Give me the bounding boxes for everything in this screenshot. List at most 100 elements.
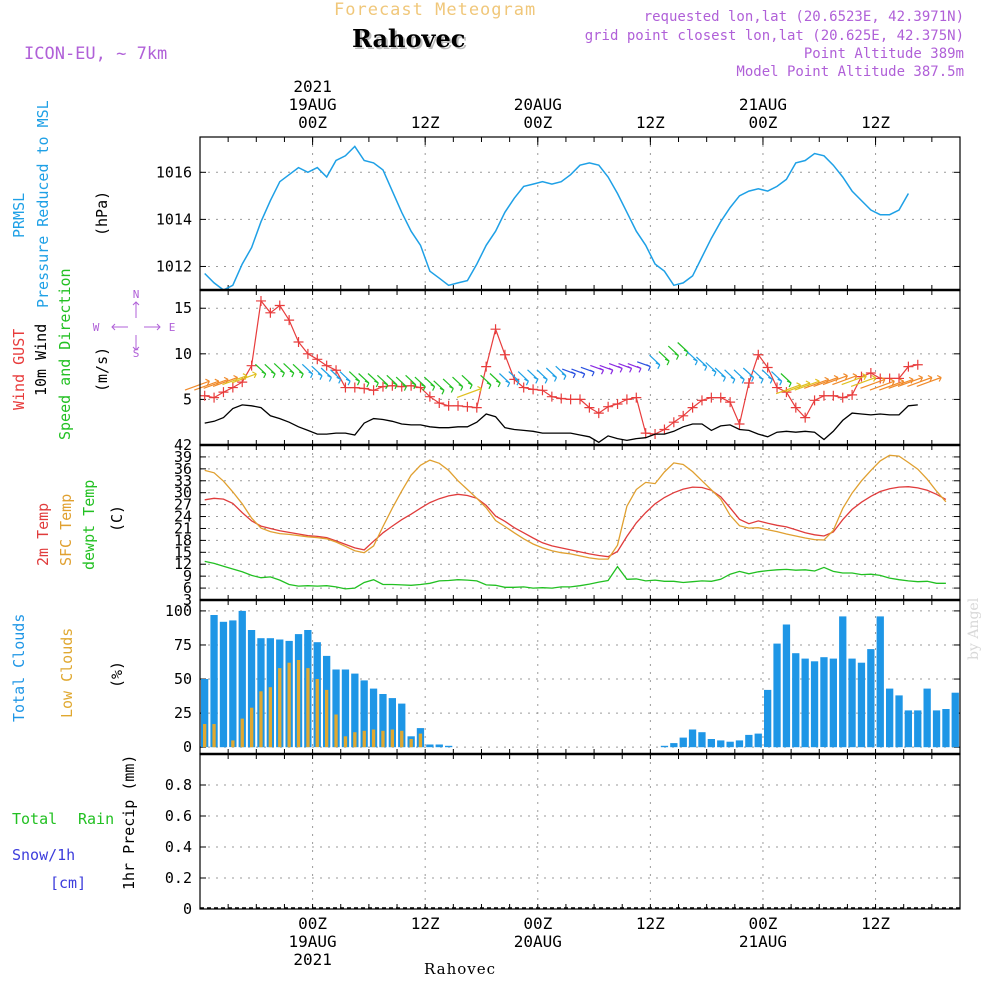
top-time-label: 00Z <box>749 113 778 132</box>
total-cloud-bar <box>717 740 725 748</box>
wind-arrow-head <box>843 373 848 380</box>
total-cloud-bar <box>801 658 809 748</box>
cloud-label-group: Total Clouds <box>10 614 28 722</box>
gust-marker <box>828 390 839 401</box>
wind-direction-arrow <box>358 373 370 384</box>
compass-south: S <box>133 347 140 360</box>
gust-marker <box>725 397 736 408</box>
y-tick-label: 0.4 <box>165 838 192 856</box>
wind-arrow-head <box>327 374 332 382</box>
y-tick-label: 15 <box>174 299 192 317</box>
total-cloud-bar <box>810 661 819 748</box>
total-cloud-bar <box>857 662 866 748</box>
temp-2m-label: 2m Temp <box>34 503 52 566</box>
wind-arrow-head <box>420 384 426 391</box>
precip-label-group: 1hr Precip (mm) <box>120 755 138 890</box>
cloud-unit-label: (%) <box>108 661 126 688</box>
temp-label-group: dewpt Temp <box>80 480 98 570</box>
y-tick-label: 0.6 <box>165 807 192 825</box>
wind-arrow-head <box>646 364 651 371</box>
top-time-label: 19AUG <box>289 95 337 114</box>
pressure-label-group: (hPa) <box>93 191 111 236</box>
wind-arrow-head <box>880 376 886 384</box>
sfc-temp-label: SFC Temp <box>57 494 75 566</box>
low-clouds-label: Low Clouds <box>58 628 76 718</box>
compass-west: W <box>93 321 100 334</box>
wind-arrow-head <box>542 376 548 384</box>
pressure-unit-label: (hPa) <box>93 191 111 236</box>
wind-direction-arrow <box>405 374 417 386</box>
wind-label-group: Speed and Direction <box>56 268 74 440</box>
y-tick-label: 18 <box>174 531 192 549</box>
wind-arrow-head <box>533 376 539 384</box>
wind-direction-arrow <box>916 376 942 387</box>
gust-marker <box>246 360 257 371</box>
wind-direction-arrow <box>780 373 792 384</box>
wind-speed-line <box>204 404 918 444</box>
wind-arrow-head <box>627 365 633 373</box>
gust-marker <box>837 392 848 403</box>
gust-marker <box>772 382 783 393</box>
y-tick-label: 9 <box>183 567 192 585</box>
compass-east: E <box>169 321 176 334</box>
wind-direction-arrow <box>283 362 295 374</box>
total-cloud-bar <box>238 610 246 748</box>
temp-unit-label: (C) <box>108 505 126 532</box>
wind-arrow-head <box>599 367 605 375</box>
total-cloud-bar <box>210 615 218 748</box>
wind-arrow-head <box>608 367 614 375</box>
wind-arrow-head <box>495 380 501 388</box>
wind-direction-arrow <box>724 369 736 380</box>
dewpoint-line <box>204 560 946 590</box>
wind-arrow-head <box>927 374 933 382</box>
y-tick-label: 25 <box>174 704 192 722</box>
total-cloud-bar <box>201 679 209 748</box>
wind-arrow-head <box>655 362 661 370</box>
wind-arrow-head <box>308 371 314 379</box>
wind-direction-arrow <box>879 380 904 391</box>
wind-direction-arrow <box>348 371 360 382</box>
wind-direction-arrow <box>677 342 689 353</box>
wind-direction-arrow <box>771 371 783 382</box>
gust-marker <box>218 387 229 398</box>
wind-arrow-head <box>270 371 276 379</box>
gust-marker <box>518 382 529 393</box>
low-cloud-bar <box>371 729 376 748</box>
gust-marker <box>546 391 557 402</box>
y-tick-label: 15 <box>174 543 192 561</box>
gust-marker <box>565 394 576 405</box>
wind-arrow-head <box>852 373 858 380</box>
total-cloud-bar <box>388 698 396 748</box>
wind-direction-arrow <box>480 374 492 386</box>
total-cloud-bar <box>867 649 875 748</box>
wind-direction-arrow <box>686 351 698 362</box>
wind-arrow-head <box>392 382 398 390</box>
y-tick-label: 24 <box>174 508 192 526</box>
requested-coordinates: requested lon,lat (20.6523E, 42.3971N) <box>643 9 964 25</box>
bottom-time-label: 12Z <box>411 914 440 933</box>
wind-arrow-head <box>298 371 304 379</box>
pressure-label-prmsl: PRMSL <box>10 193 28 238</box>
wind-arrow-head <box>561 373 567 380</box>
temp-label-group: (C) <box>108 505 126 532</box>
gust-marker <box>453 400 464 411</box>
low-cloud-bar <box>362 730 366 748</box>
total-cloud-bar <box>951 692 959 748</box>
y-tick-label: 50 <box>174 670 192 688</box>
panel-frame <box>199 289 961 446</box>
temp-label-group: SFC Temp <box>57 494 75 566</box>
total-clouds-label: Total Clouds <box>10 614 28 722</box>
wind-direction-arrow <box>301 363 314 375</box>
wind-arrow-head <box>636 365 642 373</box>
gust-marker <box>537 385 548 396</box>
gust-marker <box>490 324 501 335</box>
wind-arrow-head <box>430 384 436 391</box>
low-cloud-bar <box>250 707 254 748</box>
gust-marker <box>818 390 829 401</box>
low-cloud-bar <box>306 668 310 748</box>
total-cloud-bar <box>839 616 847 748</box>
total-cloud-bar <box>876 616 884 748</box>
wind-arrow-head <box>730 376 736 384</box>
gust-marker <box>349 382 360 393</box>
wind-arrow-head <box>336 376 342 384</box>
